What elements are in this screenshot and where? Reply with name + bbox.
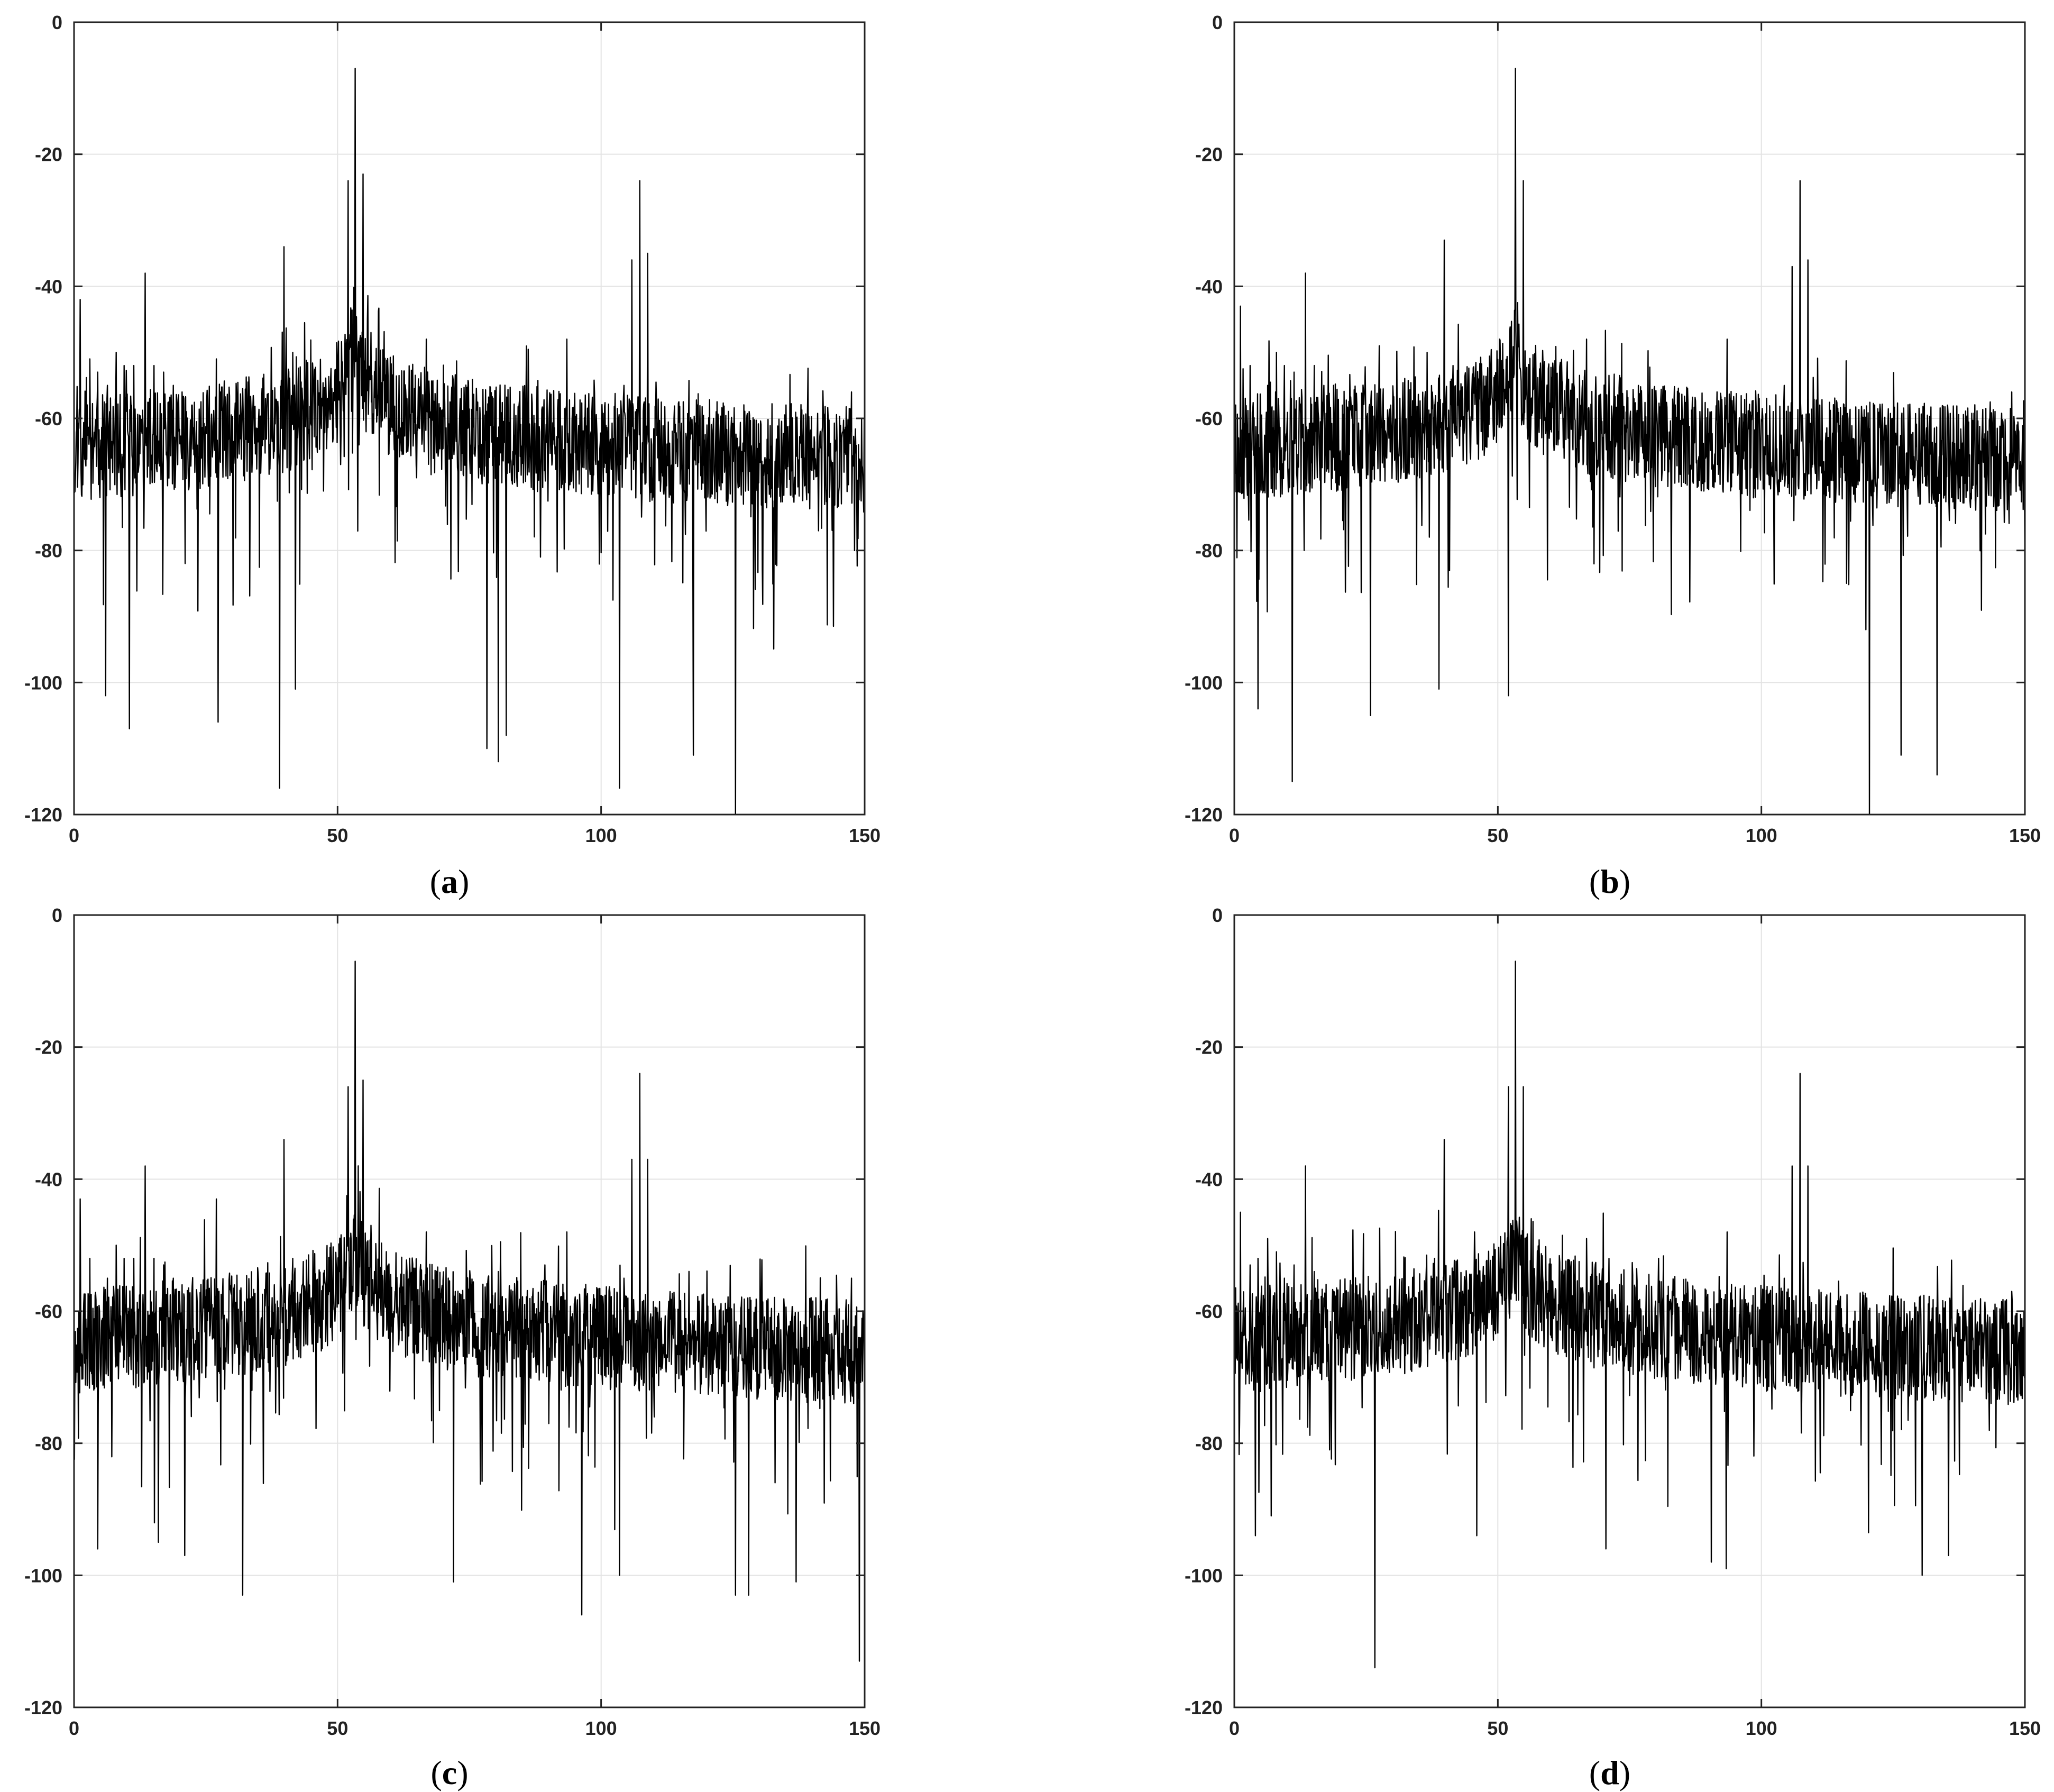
y-tick-label-3: -60 [35,408,62,429]
panel-d: 0 50 100 150 0 -20 -40 -60 -80 -100 -120 [1185,904,2041,1739]
spectrum-series-a [73,68,866,816]
y-tick-label-5: -100 [24,1565,62,1586]
x-tick-label-0: 0 [69,1717,79,1739]
x-tick-label-0: 0 [69,825,79,846]
y-tick-label-4: -80 [1195,1433,1223,1455]
panel-b: 0 50 100 150 0 -20 -40 -60 -80 -100 -120 [1185,12,2041,846]
panel-a: 0 50 100 150 0 -20 -40 -60 -80 -100 -120 [24,12,881,846]
y-tick-label-1: -20 [35,144,62,166]
panel-label-c: (c) [430,1754,468,1791]
y-tick-label-2: -40 [35,1168,62,1190]
y-tick-label-0: 0 [52,904,62,926]
panel-label-a: (a) [430,863,470,900]
x-tick-label-1: 50 [327,825,348,846]
y-tick-label-4: -80 [35,1433,62,1455]
x-tick-label-3: 150 [849,825,881,846]
y-tick-label-5: -100 [1185,672,1223,693]
panel-label-b: (b) [1589,863,1630,900]
x-tick-label-1: 50 [1487,1717,1508,1739]
y-tick-label-3: -60 [1195,1301,1223,1322]
y-tick-label-1: -20 [1195,1037,1223,1058]
x-tick-label-2: 100 [585,1717,617,1739]
y-tick-label-3: -60 [1195,408,1223,429]
x-tick-label-3: 150 [2009,1717,2041,1739]
y-tick-label-2: -40 [1195,1168,1223,1190]
x-tick-label-3: 150 [849,1717,881,1739]
y-tick-label-3: -60 [35,1301,62,1322]
spectrum-series-c [73,961,866,1662]
y-tick-label-0: 0 [1212,12,1223,33]
y-tick-label-6: -120 [24,804,62,826]
y-tick-label-4: -80 [35,540,62,562]
y-tick-label-5: -100 [1185,1565,1223,1586]
y-tick-label-2: -40 [1195,276,1223,297]
y-tick-label-1: -20 [35,1037,62,1058]
y-tick-label-0: 0 [1212,904,1223,926]
y-tick-label-6: -120 [1185,804,1223,826]
y-tick-label-6: -120 [1185,1697,1223,1718]
x-tick-label-3: 150 [2009,825,2041,846]
x-tick-label-2: 100 [1746,1717,1777,1739]
y-tick-label-2: -40 [35,276,62,297]
spectrum-series-b [1233,68,2026,816]
spectrum-series-d [1233,961,2026,1669]
y-tick-label-4: -80 [1195,540,1223,562]
x-tick-label-0: 0 [1229,825,1240,846]
y-tick-label-6: -120 [24,1697,62,1718]
x-tick-label-0: 0 [1229,1717,1240,1739]
x-tick-label-1: 50 [327,1717,348,1739]
panel-label-d: (d) [1589,1754,1630,1791]
y-tick-label-1: -20 [1195,144,1223,166]
y-tick-label-5: -100 [24,672,62,693]
x-tick-label-2: 100 [1746,825,1777,846]
panel-c: 0 50 100 150 0 -20 -40 -60 -80 -100 -120 [24,904,881,1739]
x-tick-label-2: 100 [585,825,617,846]
x-tick-label-1: 50 [1487,825,1508,846]
y-tick-label-0: 0 [52,12,62,33]
